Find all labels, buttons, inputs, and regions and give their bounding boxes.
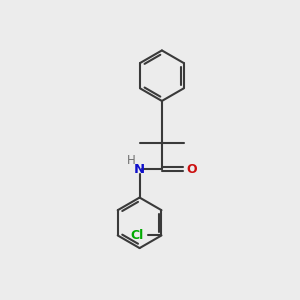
- Text: H: H: [127, 154, 136, 167]
- Text: Cl: Cl: [130, 229, 144, 242]
- Text: N: N: [134, 163, 145, 176]
- Text: O: O: [186, 163, 196, 176]
